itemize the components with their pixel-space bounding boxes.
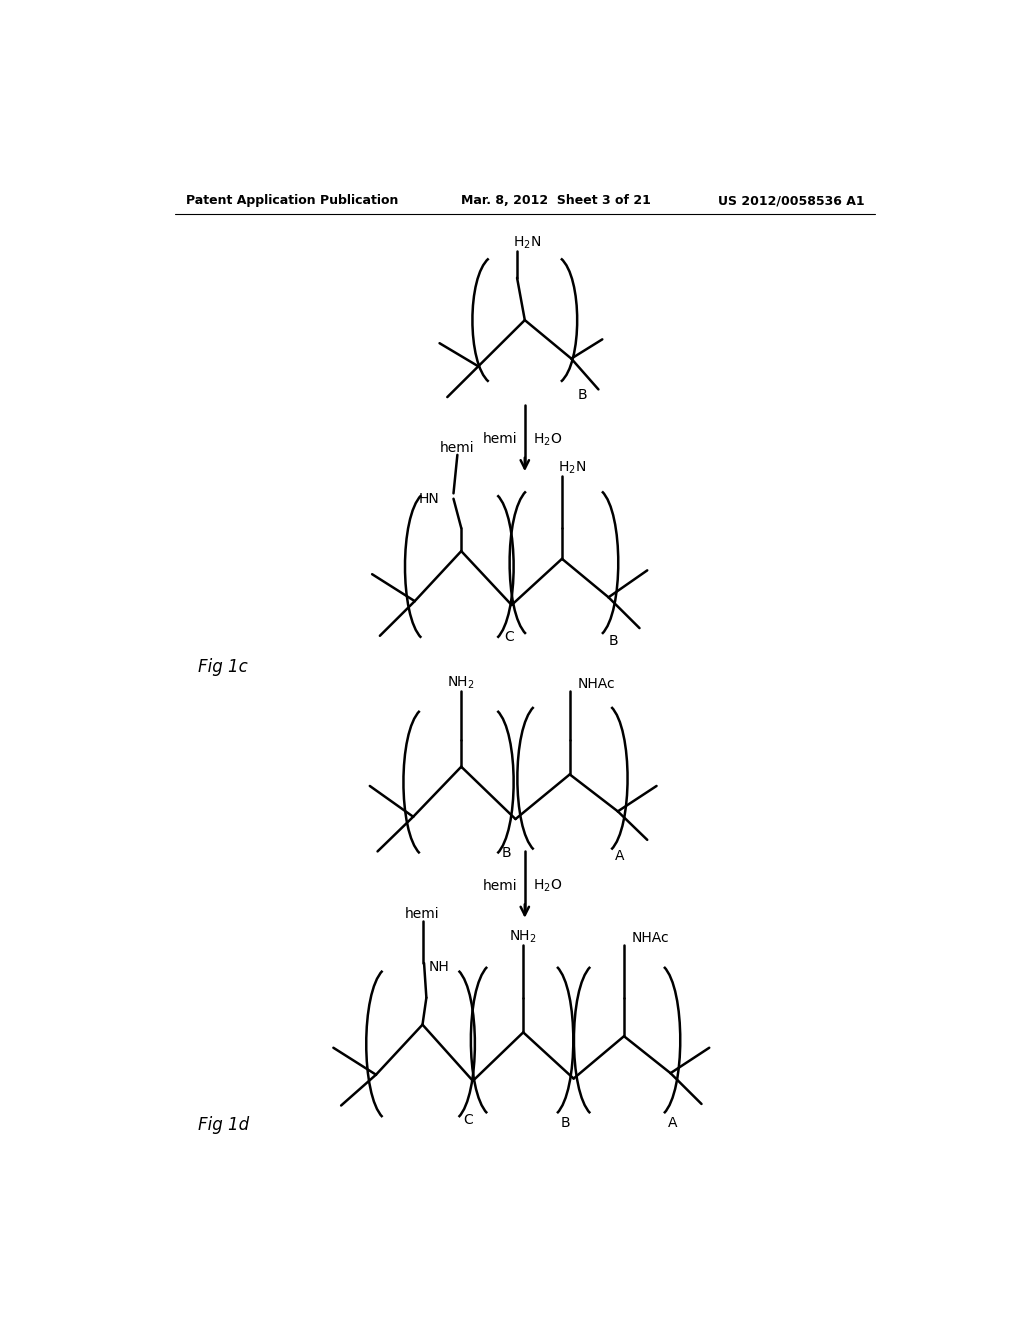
Text: hemi: hemi: [406, 907, 440, 921]
Text: Fig 1d: Fig 1d: [198, 1115, 249, 1134]
Text: C: C: [504, 630, 514, 644]
Text: H$_2$O: H$_2$O: [532, 878, 562, 894]
Text: hemi: hemi: [482, 879, 517, 894]
Text: H$_2$O: H$_2$O: [532, 432, 562, 447]
Text: B: B: [502, 846, 511, 859]
Text: Patent Application Publication: Patent Application Publication: [186, 194, 398, 207]
Text: HN: HN: [419, 492, 439, 506]
Text: Fig 1c: Fig 1c: [198, 657, 248, 676]
Text: B: B: [560, 1115, 570, 1130]
Text: hemi: hemi: [482, 433, 517, 446]
Text: H$_2$N: H$_2$N: [513, 235, 542, 251]
Text: NHAc: NHAc: [632, 932, 670, 945]
Text: Mar. 8, 2012  Sheet 3 of 21: Mar. 8, 2012 Sheet 3 of 21: [461, 194, 651, 207]
Text: NH$_2$: NH$_2$: [509, 929, 537, 945]
Text: A: A: [669, 1115, 678, 1130]
Text: B: B: [578, 388, 587, 401]
Text: hemi: hemi: [440, 441, 475, 455]
Text: H$_2$N: H$_2$N: [558, 459, 587, 475]
Text: C: C: [463, 1113, 472, 1127]
Text: A: A: [614, 850, 625, 863]
Text: B: B: [608, 634, 618, 648]
Text: NH: NH: [429, 960, 450, 974]
Text: US 2012/0058536 A1: US 2012/0058536 A1: [718, 194, 864, 207]
Text: NH$_2$: NH$_2$: [447, 675, 475, 692]
Text: NHAc: NHAc: [578, 677, 615, 692]
